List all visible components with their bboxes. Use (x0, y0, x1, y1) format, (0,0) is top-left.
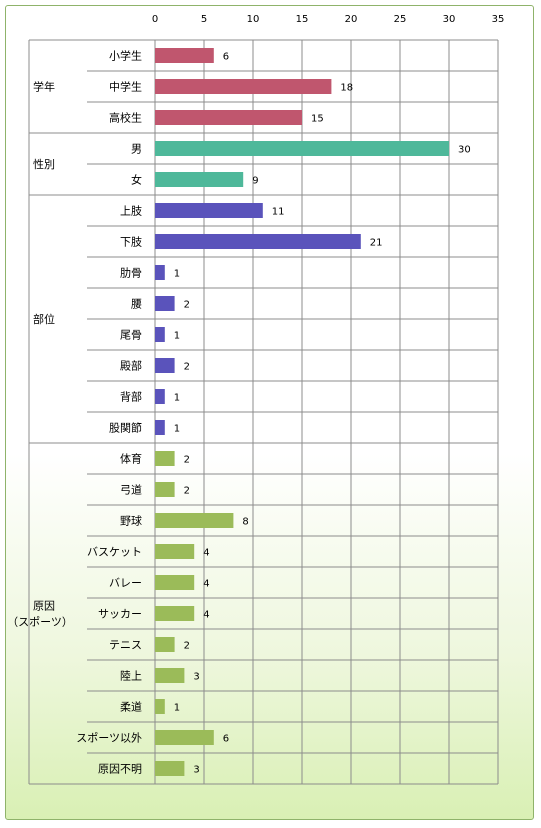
bar (155, 389, 165, 404)
data-label: 4 (203, 610, 209, 621)
data-label: 1 (174, 269, 180, 280)
group-label: （スポーツ） (7, 616, 73, 629)
data-label: 8 (242, 517, 248, 528)
bar (155, 606, 195, 621)
category-label: 高校生 (109, 111, 142, 125)
data-label: 1 (174, 393, 180, 404)
bar (155, 730, 214, 745)
category-label: 尾骨 (120, 329, 142, 342)
group-label: 部位 (33, 312, 55, 326)
data-label: 6 (223, 52, 229, 63)
data-label: 1 (174, 424, 180, 435)
group-label: 性別 (33, 157, 55, 171)
bar (155, 203, 263, 218)
x-tick-label: 25 (394, 14, 407, 25)
bar (155, 637, 175, 652)
category-label: バレー (109, 577, 142, 590)
bar (155, 761, 185, 776)
category-label: サッカー (98, 608, 142, 621)
category-label: バスケット (87, 546, 142, 559)
category-label: 男 (131, 143, 142, 156)
data-label: 4 (203, 548, 209, 559)
bar (155, 234, 361, 249)
data-label: 9 (252, 176, 258, 187)
x-tick-label: 15 (296, 14, 309, 25)
x-tick-label: 20 (345, 14, 358, 25)
bar (155, 482, 175, 497)
data-label: 2 (184, 362, 190, 373)
bar (155, 265, 165, 280)
category-label: 上肢 (120, 204, 142, 218)
data-label: 2 (184, 300, 190, 311)
bar (155, 699, 165, 714)
category-label: 殿部 (120, 359, 142, 373)
category-label: 腰 (131, 298, 142, 311)
category-label: 女 (131, 173, 142, 187)
category-label: 中学生 (109, 80, 142, 94)
data-label: 3 (193, 765, 199, 776)
bar (155, 79, 332, 94)
data-label: 2 (184, 455, 190, 466)
bar (155, 141, 449, 156)
category-label: 野球 (120, 514, 142, 528)
x-tick-label: 35 (492, 14, 505, 25)
bar (155, 327, 165, 342)
category-label: 体育 (120, 452, 142, 466)
bar (155, 358, 175, 373)
x-tick-label: 10 (247, 14, 260, 25)
data-label: 1 (174, 703, 180, 714)
bar (155, 544, 195, 559)
bar (155, 110, 302, 125)
bar (155, 668, 185, 683)
x-tick-label: 5 (201, 14, 207, 25)
category-label: テニス (109, 639, 142, 652)
data-label: 30 (458, 145, 471, 156)
category-label: 陸上 (120, 670, 142, 683)
category-label: 原因不明 (98, 763, 142, 776)
bar (155, 513, 234, 528)
data-label: 21 (370, 238, 383, 249)
bar (155, 296, 175, 311)
data-label: 2 (184, 486, 190, 497)
bar (155, 48, 214, 63)
data-label: 6 (223, 734, 229, 745)
data-label: 18 (340, 83, 353, 94)
group-label: 原因 (33, 600, 55, 613)
category-label: 背部 (120, 390, 142, 404)
data-label: 15 (311, 114, 324, 125)
data-label: 2 (184, 641, 190, 652)
x-tick-label: 30 (443, 14, 456, 25)
category-label: 弓道 (120, 483, 142, 497)
bar (155, 172, 244, 187)
data-label: 1 (174, 331, 180, 342)
group-label: 学年 (33, 80, 55, 94)
category-label: 股関節 (109, 421, 142, 435)
x-tick-label: 0 (152, 14, 158, 25)
bar (155, 420, 165, 435)
category-label: 下肢 (120, 235, 142, 249)
category-label: 小学生 (109, 49, 142, 63)
data-label: 11 (272, 207, 285, 218)
category-label: 肋骨 (120, 266, 142, 280)
data-label: 3 (193, 672, 199, 683)
bar (155, 575, 195, 590)
data-label: 4 (203, 579, 209, 590)
category-label: スポーツ以外 (76, 732, 142, 745)
bar (155, 451, 175, 466)
category-label: 柔道 (120, 700, 142, 714)
